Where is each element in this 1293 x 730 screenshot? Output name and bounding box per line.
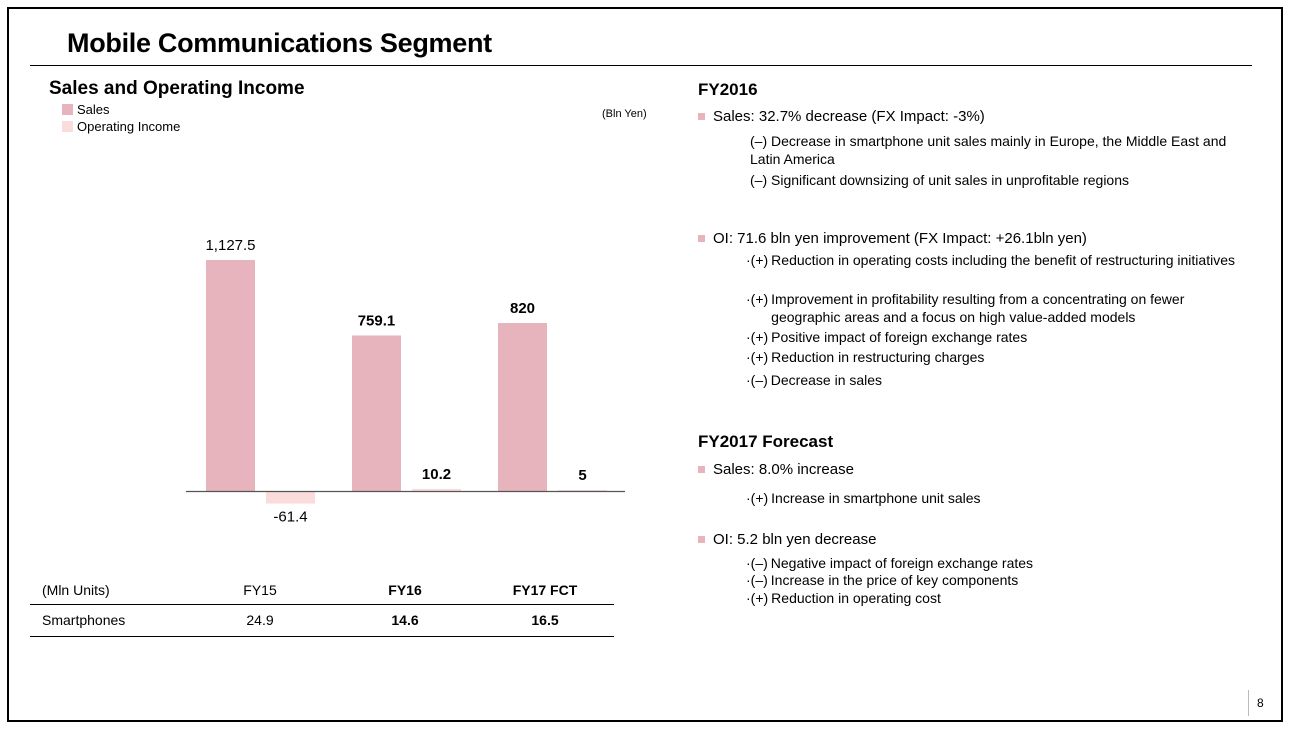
slide-frame [7,7,1283,722]
list-item: ·(+) Reduction in restructuring charges [746,348,984,366]
list-item: (–) Significant downsizing of unit sales… [750,171,1129,189]
list-item-text: Reduction in restructuring charges [771,349,985,365]
list-item-marker: ·(–) [746,555,768,571]
fy2016-sales-text: Sales: 32.7% decrease (FX Impact: -3%) [713,108,985,125]
fy2017-title: FY2017 Forecast [698,432,834,451]
legend-item-operating-income: Operating Income [62,118,180,135]
list-item-text: Increase in smartphone unit sales [771,490,981,506]
list-item-text: Reduction in operating cost [771,590,941,606]
list-item: ·(–) Increase in the price of key compon… [746,571,1018,589]
bar-sales-fy16 [352,335,401,491]
bar-operating-income-fy17-fct [558,489,607,491]
list-item-text: Increase in the price of key components [770,572,1019,588]
list-item-marker: (–) [750,172,768,188]
units-table-header: (Mln Units) FY15 FY16 FY17 FCT [30,582,614,605]
fy2016-title: FY2016 [698,80,758,99]
list-item: ·(+) Positive impact of foreign exchange… [746,328,1027,346]
bullet-square-icon [698,235,705,242]
fy2017-sales-text: Sales: 8.0% increase [713,461,854,478]
data-label-sales-fy17-fct: 820 [510,300,535,317]
legend-swatch-sales [62,104,73,115]
list-item-marker: ·(+) [746,291,769,307]
chart-legend: Sales Operating Income [62,101,180,135]
chart-unit-label: (Bln Yen) [602,108,647,120]
units-table-row-label: Smartphones [42,612,126,628]
fy2017-oi-text: OI: 5.2 bln yen decrease [713,531,877,548]
bullet-square-icon [698,466,705,473]
list-item-marker: ·(+) [746,329,769,345]
list-item-marker: ·(–) [746,372,768,388]
list-item-marker: (–) [750,133,768,149]
data-label-operating-income-fy15: -61.4 [273,509,307,526]
list-item-marker: ·(+) [746,490,769,506]
list-item-text: Reduction in operating costs including t… [771,252,1235,268]
legend-label-sales: Sales [77,102,110,117]
data-label-sales-fy16: 759.1 [358,312,396,329]
list-item-marker: ·(+) [746,252,769,268]
list-item-text: Negative impact of foreign exchange rate… [770,555,1034,571]
page-title: Mobile Communications Segment [67,28,492,58]
legend-swatch-operating-income [62,121,73,132]
list-item: ·(+) Reduction in operating costs includ… [746,251,1236,269]
fy2016-sales-bullet: Sales: 32.7% decrease (FX Impact: -3%) [698,108,985,125]
fy2017-oi-bullet: OI: 5.2 bln yen decrease [698,531,876,548]
list-item-text: Decrease in smartphone unit sales mainly… [750,133,1227,167]
fy2016-oi-bullet: OI: 71.6 bln yen improvement (FX Impact:… [698,230,1087,247]
list-item-text: Significant downsizing of unit sales in … [771,172,1130,188]
list-item: (–) Decrease in smartphone unit sales ma… [750,132,1250,168]
bar-operating-income-fy16 [412,488,461,491]
units-table-unit-label: (Mln Units) [42,582,110,598]
units-table-value-fy17: 16.5 [531,612,559,628]
title-divider [30,65,1252,66]
list-item-text: Positive impact of foreign exchange rate… [771,329,1028,345]
data-label-operating-income-fy17-fct: 5 [578,467,586,484]
bar-sales-fy17-fct [498,323,547,491]
data-label-operating-income-fy16: 10.2 [422,466,451,483]
units-table-value-fy15: 24.9 [246,612,274,628]
page-number: 8 [1248,690,1264,716]
list-item: ·(–) Negative impact of foreign exchange… [746,554,1033,572]
list-item: ·(+) Improvement in profitability result… [746,290,1246,326]
legend-item-sales: Sales [62,101,180,118]
bar-operating-income-fy15 [266,491,315,504]
list-item-marker: ·(+) [746,349,769,365]
legend-label-operating-income: Operating Income [77,119,181,134]
chart-title: Sales and Operating Income [49,78,305,99]
fy2016-oi-text: OI: 71.6 bln yen improvement (FX Impact:… [713,230,1087,247]
bullet-square-icon [698,536,705,543]
units-table-col-fy17: FY17 FCT [512,582,578,598]
fy2017-sales-bullet: Sales: 8.0% increase [698,461,854,478]
list-item: ·(–) Decrease in sales [746,371,882,389]
list-item-text: Improvement in profitability resulting f… [771,291,1185,325]
bar-sales-fy15 [206,260,255,491]
list-item-marker: ·(+) [746,590,769,606]
list-item: ·(+) Reduction in operating cost [746,589,941,607]
table-row: Smartphones 24.9 14.6 16.5 [30,612,614,637]
bullet-square-icon [698,113,705,120]
list-item-marker: ·(–) [746,572,768,588]
list-item: ·(+) Increase in smartphone unit sales [746,489,981,507]
units-table-value-fy16: 14.6 [391,612,419,628]
list-item-text: Decrease in sales [770,372,883,388]
units-table-col-fy16: FY16 [388,582,422,598]
bar-chart: 1,127.5 -61.4 759.1 10.2 820 5 [186,237,625,526]
units-table-col-fy15: FY15 [243,582,277,598]
data-label-sales-fy15: 1,127.5 [205,237,255,254]
